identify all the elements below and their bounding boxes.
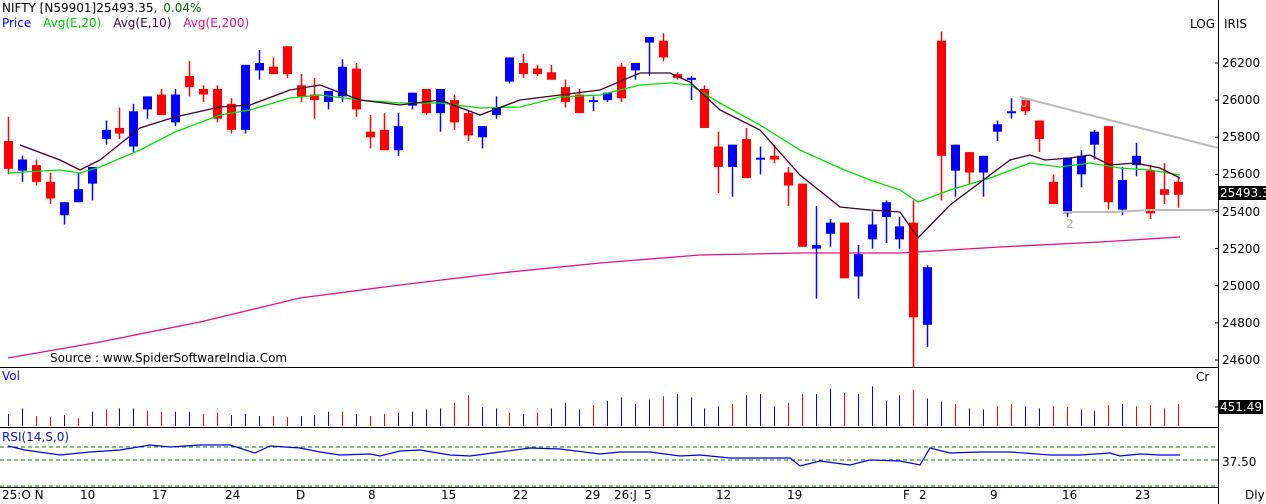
legend-ema20[interactable]: Avg(E,20) xyxy=(43,16,102,30)
date-tick-label: 15 xyxy=(441,488,457,502)
ema10-line xyxy=(19,72,1181,240)
volume-bars xyxy=(8,386,1179,426)
legend-ema10[interactable]: Avg(E,10) xyxy=(113,16,172,30)
date-tick-label: 8 xyxy=(368,488,376,502)
date-tick-label: 5 xyxy=(644,488,652,502)
symbol-line: NIFTY [N59901]25493.35, xyxy=(2,1,158,15)
svg-text:0: 0 xyxy=(1020,96,1028,110)
svg-text:2: 2 xyxy=(1066,217,1074,231)
price-tick-label: 25600 xyxy=(1222,167,1261,182)
change-pct: 0.04% xyxy=(163,1,202,15)
price-tick-label: 24800 xyxy=(1222,315,1261,330)
price-tick-label: 26200 xyxy=(1222,56,1261,70)
date-tick-label: F xyxy=(903,488,910,502)
date-tick-label: 24 xyxy=(225,488,241,502)
date-tick-label: 26:J xyxy=(614,488,637,502)
price-tick-label: 26000 xyxy=(1222,93,1261,108)
price-tick-label: 25800 xyxy=(1222,130,1261,145)
rsi-level-label: 37.50 xyxy=(1222,455,1257,469)
price-tick-label: 25000 xyxy=(1222,278,1261,293)
price-tick-label: 25200 xyxy=(1222,241,1261,256)
date-tick-label: 17 xyxy=(152,488,168,502)
last-price-tag: 25493.3 xyxy=(1219,186,1266,200)
chart-frame xyxy=(0,0,1219,504)
date-tick-label: 2 xyxy=(919,488,927,502)
symbol-header: NIFTY [N59901]25493.35, 0.04% xyxy=(2,1,201,15)
price-tick-label: 25400 xyxy=(1222,204,1261,219)
date-tick-label: 10 xyxy=(80,488,96,502)
date-tick-label: 23 xyxy=(1135,488,1151,502)
volume-panel-title: Vol xyxy=(2,369,20,383)
candles xyxy=(4,31,1183,368)
rsi-line xyxy=(0,444,1218,487)
date-tick-label: 9 xyxy=(990,488,998,502)
date-tick-label: D xyxy=(296,488,306,502)
volume-last-tag: 451.49 xyxy=(1219,400,1263,414)
date-tick-label: 12 xyxy=(716,488,732,502)
scheme-label: IRIS xyxy=(1224,17,1248,31)
date-tick-label: 29 xyxy=(585,488,601,502)
indicator-legend: Price Avg(E,20) Avg(E,10) Avg(E,200) xyxy=(2,16,257,30)
date-tick-label: Dly xyxy=(1245,488,1265,502)
date-tick-label: 22 xyxy=(513,488,529,502)
date-tick-label: 19 xyxy=(787,488,803,502)
trendlines: 02 xyxy=(1019,96,1219,231)
rsi-panel-title: RSI(14,S,0) xyxy=(2,430,70,444)
legend-ema200[interactable]: Avg(E,200) xyxy=(183,16,250,30)
legend-price[interactable]: Price xyxy=(2,16,32,30)
source-credit: Source : www.SpiderSoftwareIndia.Com xyxy=(50,351,288,365)
scale-mode-toggle[interactable]: LOG xyxy=(1190,17,1216,31)
price-tick-label: 24600 xyxy=(1222,353,1261,367)
date-tick-label: 16 xyxy=(1062,488,1078,502)
ema200-line xyxy=(7,236,1181,359)
date-tick-label: 25:O N xyxy=(2,488,44,502)
ema20-line xyxy=(7,82,1181,203)
volume-unit: Cr xyxy=(1196,370,1210,384)
